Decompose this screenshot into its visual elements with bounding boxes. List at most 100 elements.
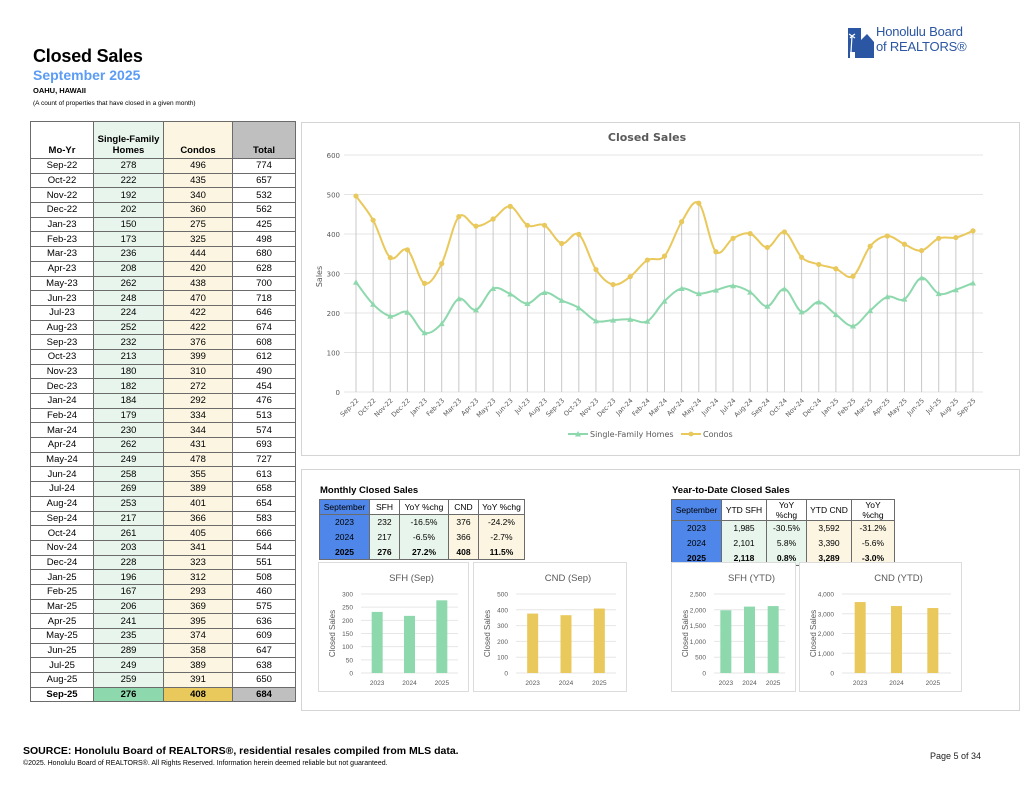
table-row: Dec-22 202 360 562 [30, 202, 296, 218]
summary-header-cell: YTD SFH [721, 499, 767, 521]
mini-chart-title: CND (YTD) [874, 573, 923, 584]
table-row: Jul-23 224 422 646 [30, 304, 296, 321]
copyright-note: ©2025. Honolulu Board of REALTORS®. All … [23, 760, 388, 767]
y-axis-label: Closed Sales [681, 610, 690, 657]
cell-month: Jan-25 [30, 569, 94, 585]
summary-cell: -30.5% [766, 520, 807, 536]
cell-sfh: 269 [93, 481, 164, 497]
table-row: Apr-25 241 395 636 [30, 613, 296, 629]
summary-row: 2023 1,985 -30.5% 3,592 -31.2% [671, 520, 895, 536]
data-point-condos [867, 243, 873, 249]
cell-sfh: 289 [93, 642, 164, 659]
cell-month: May-25 [30, 628, 94, 644]
y-tick-label: 100 [327, 350, 340, 358]
cell-total: 551 [232, 554, 296, 571]
table-row: May-25 235 374 609 [30, 628, 296, 644]
summary-cell: 3,592 [806, 520, 852, 536]
bar [371, 611, 383, 673]
cell-condos: 312 [163, 569, 233, 585]
cell-total: 684 [232, 686, 296, 703]
cell-sfh: 228 [93, 554, 164, 571]
table-row: Apr-23 208 420 628 [30, 260, 296, 277]
cell-sfh: 206 [93, 598, 164, 615]
cell-total: 508 [232, 569, 296, 585]
cell-total: 490 [232, 363, 296, 380]
x-tick-label: 2023 [370, 680, 385, 687]
summary-cell: 3,390 [806, 535, 852, 551]
data-point-sfh [901, 296, 908, 302]
summary-cell: 2025 [319, 544, 370, 560]
table-row: Mar-24 230 344 574 [30, 422, 296, 439]
table-row: Sep-23 232 376 608 [30, 334, 296, 350]
x-tick-label: Dec-24 [801, 397, 823, 419]
cell-month: Jun-25 [30, 642, 94, 659]
x-tick-label: Sep-25 [956, 397, 978, 419]
table-row: Jun-23 248 470 718 [30, 290, 296, 306]
table-row: Sep-25 276 408 684 [30, 686, 296, 703]
table-row: Aug-24 253 401 654 [30, 495, 296, 512]
cell-condos: 389 [163, 657, 233, 674]
cnd-sep-bar-chart: CND (Sep) 0 100 200 300 400 500 Closed Sales 202… [473, 562, 627, 692]
cell-month: Oct-24 [30, 525, 94, 541]
data-point-sfh [850, 323, 857, 329]
monthly-summary-title: Monthly Closed Sales [320, 485, 419, 496]
cell-month: Mar-24 [30, 422, 94, 439]
page-title: Closed Sales [33, 46, 143, 66]
data-point-sfh [507, 291, 514, 297]
cell-sfh: 252 [93, 319, 164, 336]
summary-row: 2023 232 -16.5% 376 -24.2% [319, 514, 525, 530]
table-row: Jun-24 258 355 613 [30, 466, 296, 483]
y-tick-label: 600 [327, 152, 340, 160]
table-row: Jan-25 196 312 508 [30, 569, 296, 585]
data-point-condos [524, 222, 530, 228]
cell-condos: 470 [163, 290, 233, 306]
y-tick-label: 1,000 [690, 639, 707, 646]
cell-sfh: 236 [93, 246, 164, 262]
data-point-sfh [918, 274, 925, 281]
cell-month: Jul-24 [30, 481, 94, 497]
col-header-month: Mo-Yr [30, 121, 94, 159]
bar [854, 602, 866, 673]
y-tick-label: 50 [346, 657, 354, 664]
cell-total: 476 [232, 393, 296, 409]
x-tick-label: Dec-22 [390, 397, 412, 419]
cell-total: 532 [232, 187, 296, 204]
mini-chart-title: SFH (Sep) [389, 573, 434, 584]
summary-cell: 2,101 [721, 535, 767, 551]
data-point-condos [370, 217, 376, 223]
ytd-summary-table: September YTD SFH YoY %chg YTD CND YoY %chg 2… [671, 499, 895, 566]
summary-header-cell: YTD CND [806, 499, 852, 521]
data-point-condos [764, 244, 770, 251]
table-row: Oct-23 213 399 612 [30, 348, 296, 365]
data-point-sfh [747, 289, 754, 295]
cell-month: Nov-24 [30, 539, 94, 556]
ytd-summary-title: Year-to-Date Closed Sales [672, 485, 790, 496]
table-row: Jan-24 184 292 476 [30, 393, 296, 409]
summary-header-cell: YoY %chg [766, 499, 807, 521]
bar [767, 606, 779, 673]
bar [891, 606, 902, 673]
data-point-sfh [524, 300, 531, 307]
data-point-sfh [781, 285, 788, 292]
y-tick-label: 400 [327, 231, 340, 239]
cell-total: 718 [232, 290, 296, 306]
cell-month: Sep-25 [30, 686, 94, 703]
x-tick-label: 2023 [853, 680, 868, 687]
cell-sfh: 253 [93, 495, 164, 512]
sfh-ytd-bar-chart: SFH (YTD) 0 500 1,000 1,500 2,000 2,500 Closed … [671, 562, 796, 692]
data-point-condos [353, 193, 359, 199]
cell-month: Sep-24 [30, 510, 94, 527]
table-header-row: Mo-Yr Single-Family Homes Condos Total [30, 121, 296, 159]
cell-total: 727 [232, 451, 296, 468]
table-row: Oct-22 222 435 657 [30, 172, 296, 189]
y-axis-label: Closed Sales [483, 610, 492, 657]
page-subtitle: September 2025 [33, 67, 141, 83]
x-tick-label: Jun-25 [905, 397, 926, 418]
cell-total: 650 [232, 672, 296, 688]
cell-total: 638 [232, 657, 296, 674]
cell-total: 654 [232, 495, 296, 512]
y-tick-label: 1,000 [818, 651, 835, 658]
y-tick-label: 300 [342, 592, 353, 599]
cell-condos: 438 [163, 275, 233, 292]
summary-row: 2024 2,101 5.8% 3,390 -5.6% [671, 535, 895, 551]
